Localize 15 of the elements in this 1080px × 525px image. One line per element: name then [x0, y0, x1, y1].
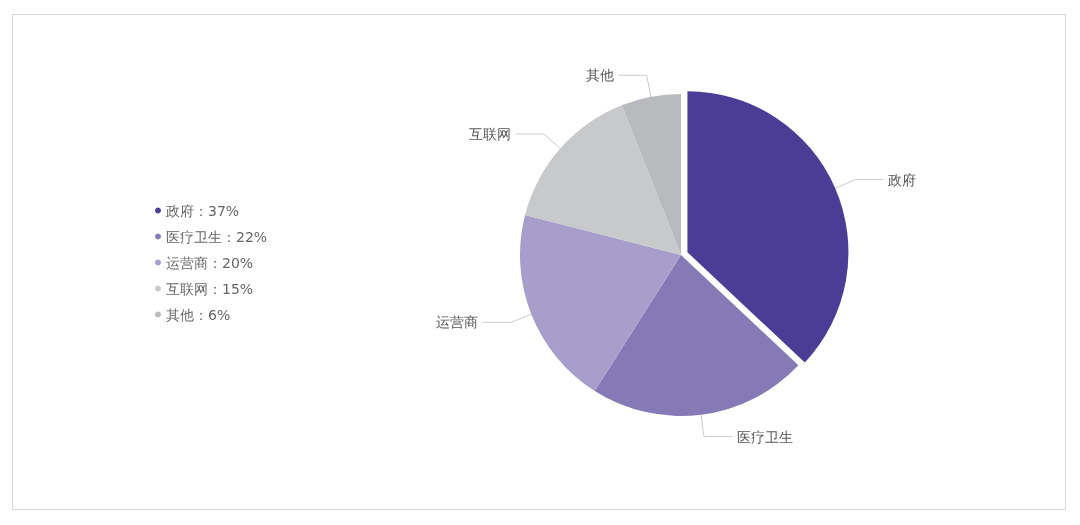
data-label: ：6% [194, 306, 231, 323]
slice-label: 运营商 [435, 314, 478, 331]
legend-label: 运营商 [166, 254, 208, 271]
data-label: ：15% [208, 280, 254, 297]
data-label: ：37% [194, 202, 240, 219]
data-label: ：20% [208, 254, 254, 271]
legend-label: 政府 [166, 202, 194, 219]
slice-label: 互联网 [468, 125, 511, 142]
slice-label: 医疗卫生 [736, 428, 793, 445]
legend-label: 互联网 [166, 280, 208, 297]
slice-label: 政府 [888, 171, 917, 188]
data-label: ：22% [222, 228, 268, 245]
legend-label: 其他 [166, 306, 194, 323]
legend-label: 医疗卫生 [166, 228, 222, 245]
slice-label: 其他 [585, 67, 614, 84]
